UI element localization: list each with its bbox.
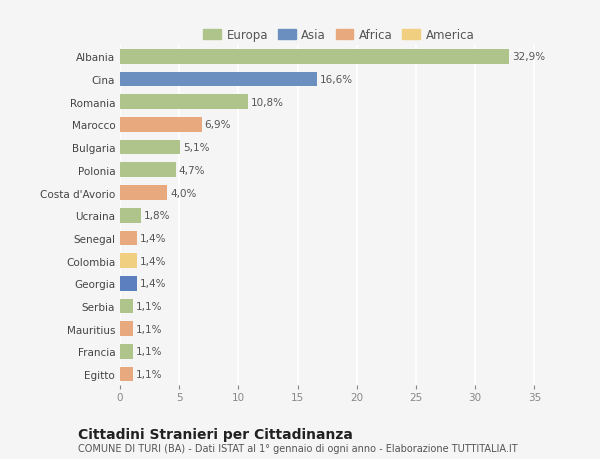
Text: 6,9%: 6,9% [205,120,231,130]
Text: 32,9%: 32,9% [512,52,545,62]
Bar [120,299,133,313]
Text: 1,1%: 1,1% [136,301,163,311]
Text: 4,0%: 4,0% [170,188,197,198]
Text: 4,7%: 4,7% [179,165,205,175]
Text: 1,4%: 1,4% [140,233,166,243]
Text: 1,1%: 1,1% [136,369,163,379]
Text: COMUNE DI TURI (BA) - Dati ISTAT al 1° gennaio di ogni anno - Elaborazione TUTTI: COMUNE DI TURI (BA) - Dati ISTAT al 1° g… [78,443,518,453]
Bar [120,344,133,359]
Bar [120,73,317,87]
Text: 5,1%: 5,1% [184,143,210,153]
Bar [120,208,142,223]
Text: 1,4%: 1,4% [140,256,166,266]
Bar [120,95,248,110]
Text: 1,4%: 1,4% [140,279,166,289]
Bar [120,322,133,336]
Legend: Europa, Asia, Africa, America: Europa, Asia, Africa, America [199,25,479,47]
Bar [120,254,137,269]
Bar [120,163,176,178]
Bar [120,118,202,133]
Text: 10,8%: 10,8% [251,97,284,107]
Bar [120,231,137,246]
Text: 1,1%: 1,1% [136,347,163,357]
Text: Cittadini Stranieri per Cittadinanza: Cittadini Stranieri per Cittadinanza [78,427,353,441]
Bar [120,276,137,291]
Text: 16,6%: 16,6% [319,75,353,85]
Text: 1,8%: 1,8% [144,211,171,221]
Bar [120,186,167,201]
Bar [120,50,509,65]
Bar [120,140,181,155]
Bar [120,367,133,381]
Text: 1,1%: 1,1% [136,324,163,334]
